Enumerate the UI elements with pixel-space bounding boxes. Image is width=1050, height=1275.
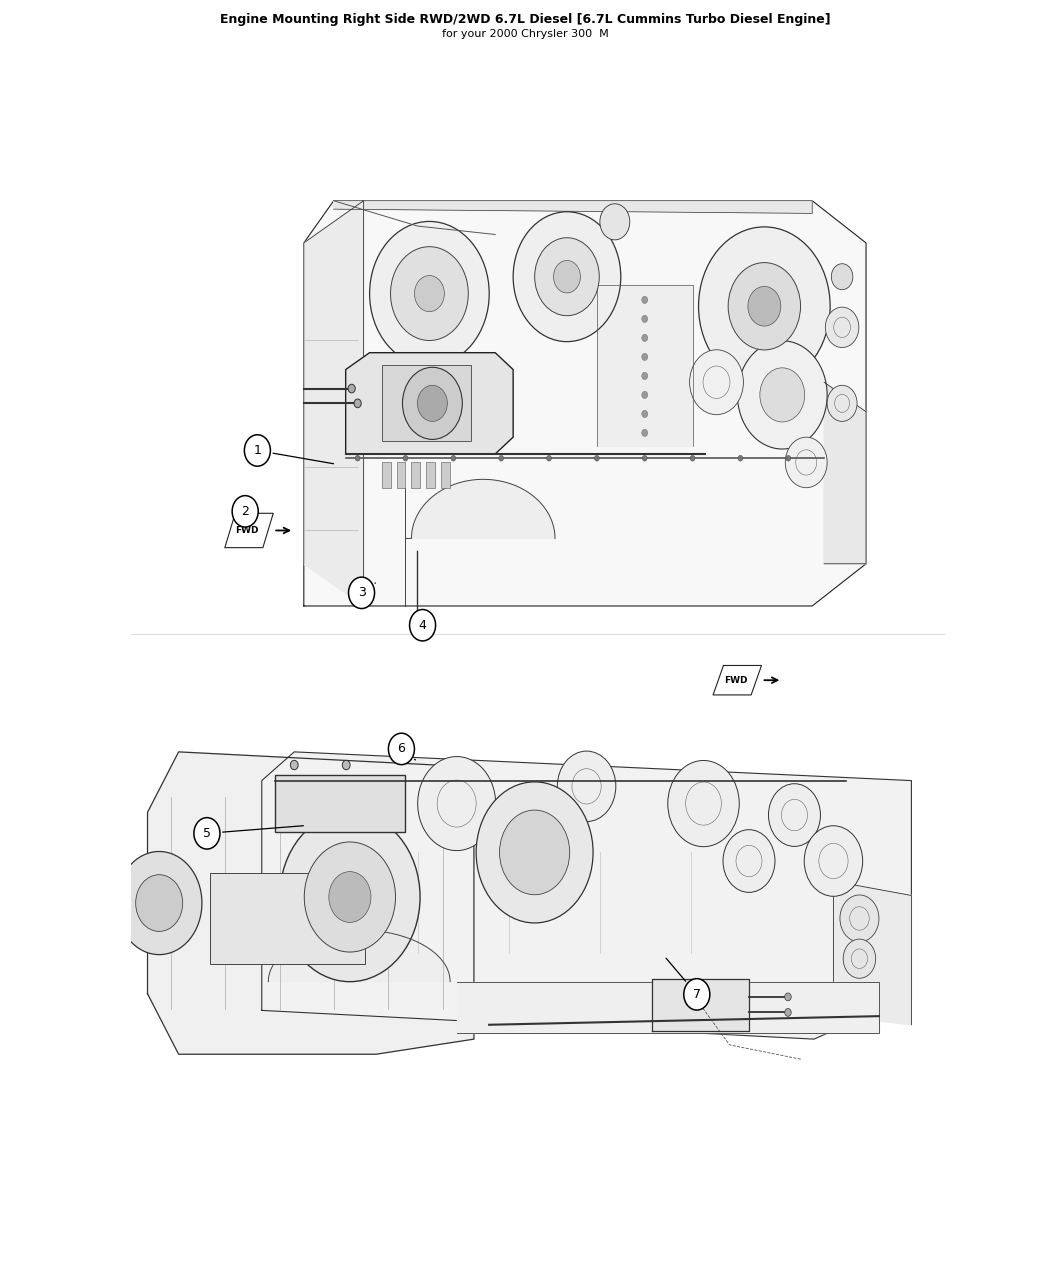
Circle shape — [827, 385, 857, 421]
Circle shape — [354, 399, 361, 408]
Circle shape — [415, 275, 444, 311]
Circle shape — [558, 751, 615, 821]
Polygon shape — [268, 929, 450, 982]
Polygon shape — [405, 479, 555, 538]
Circle shape — [784, 993, 792, 1001]
Text: for your 2000 Chrysler 300  M: for your 2000 Chrysler 300 M — [442, 29, 608, 40]
Circle shape — [194, 817, 219, 849]
Polygon shape — [261, 752, 911, 1039]
Polygon shape — [303, 200, 866, 606]
Circle shape — [279, 812, 420, 982]
Polygon shape — [147, 752, 474, 1054]
Circle shape — [534, 237, 600, 316]
Circle shape — [403, 455, 407, 462]
Bar — [426, 463, 436, 488]
Circle shape — [642, 315, 648, 323]
Circle shape — [232, 496, 258, 527]
Text: 2: 2 — [242, 505, 249, 518]
Bar — [441, 463, 450, 488]
Circle shape — [642, 353, 648, 361]
Circle shape — [349, 578, 375, 608]
Text: 1: 1 — [253, 444, 261, 456]
Circle shape — [785, 455, 791, 462]
Bar — [275, 775, 404, 833]
Circle shape — [804, 826, 863, 896]
Circle shape — [329, 872, 371, 922]
Bar — [412, 463, 420, 488]
Circle shape — [698, 227, 831, 385]
Circle shape — [737, 340, 827, 449]
Circle shape — [388, 733, 415, 765]
Circle shape — [355, 455, 360, 462]
Circle shape — [600, 204, 630, 240]
Circle shape — [832, 264, 853, 289]
Bar — [381, 366, 471, 441]
Circle shape — [642, 296, 648, 303]
Circle shape — [499, 455, 504, 462]
Circle shape — [642, 391, 648, 399]
Circle shape — [342, 760, 350, 770]
Circle shape — [135, 875, 183, 932]
Polygon shape — [225, 514, 273, 548]
Circle shape — [513, 212, 621, 342]
Polygon shape — [713, 666, 761, 695]
Circle shape — [684, 979, 710, 1010]
Circle shape — [738, 455, 742, 462]
Circle shape — [594, 455, 600, 462]
Circle shape — [723, 830, 775, 892]
Polygon shape — [824, 382, 866, 564]
Circle shape — [785, 437, 827, 488]
Circle shape — [370, 222, 489, 366]
Circle shape — [547, 455, 551, 462]
Text: 4: 4 — [419, 618, 426, 631]
Circle shape — [418, 385, 447, 421]
Circle shape — [642, 411, 648, 417]
Circle shape — [476, 782, 593, 923]
Circle shape — [643, 455, 647, 462]
Text: 5: 5 — [203, 827, 211, 840]
Polygon shape — [457, 982, 879, 1033]
Circle shape — [690, 349, 743, 414]
Text: 3: 3 — [358, 586, 365, 599]
Polygon shape — [652, 979, 749, 1030]
Circle shape — [291, 760, 298, 770]
Circle shape — [642, 334, 648, 342]
Circle shape — [690, 455, 695, 462]
Polygon shape — [834, 881, 911, 1025]
Text: 7: 7 — [693, 988, 700, 1001]
Polygon shape — [303, 200, 363, 606]
Text: 6: 6 — [398, 742, 405, 755]
Circle shape — [769, 784, 820, 847]
Circle shape — [843, 940, 876, 978]
Bar — [381, 463, 391, 488]
Circle shape — [245, 435, 271, 467]
Circle shape — [642, 430, 648, 436]
Circle shape — [840, 895, 879, 942]
Circle shape — [553, 260, 581, 293]
Circle shape — [304, 842, 396, 952]
Polygon shape — [345, 353, 513, 454]
Circle shape — [642, 372, 648, 380]
Circle shape — [450, 455, 456, 462]
Circle shape — [410, 609, 436, 641]
Text: FWD: FWD — [235, 527, 259, 535]
Circle shape — [760, 368, 804, 422]
Circle shape — [348, 384, 355, 393]
Circle shape — [402, 367, 462, 440]
Circle shape — [500, 810, 570, 895]
Polygon shape — [596, 286, 693, 445]
Polygon shape — [334, 200, 813, 213]
Circle shape — [391, 246, 468, 340]
Bar — [397, 463, 405, 488]
Circle shape — [825, 307, 859, 348]
Circle shape — [668, 760, 739, 847]
Circle shape — [784, 1009, 792, 1016]
Circle shape — [728, 263, 800, 349]
Bar — [210, 873, 365, 964]
Circle shape — [748, 287, 781, 326]
Text: FWD: FWD — [723, 676, 748, 685]
Circle shape — [418, 756, 496, 850]
Circle shape — [117, 852, 202, 955]
Text: Engine Mounting Right Side RWD/2WD 6.7L Diesel [6.7L Cummins Turbo Diesel Engine: Engine Mounting Right Side RWD/2WD 6.7L … — [219, 13, 831, 26]
